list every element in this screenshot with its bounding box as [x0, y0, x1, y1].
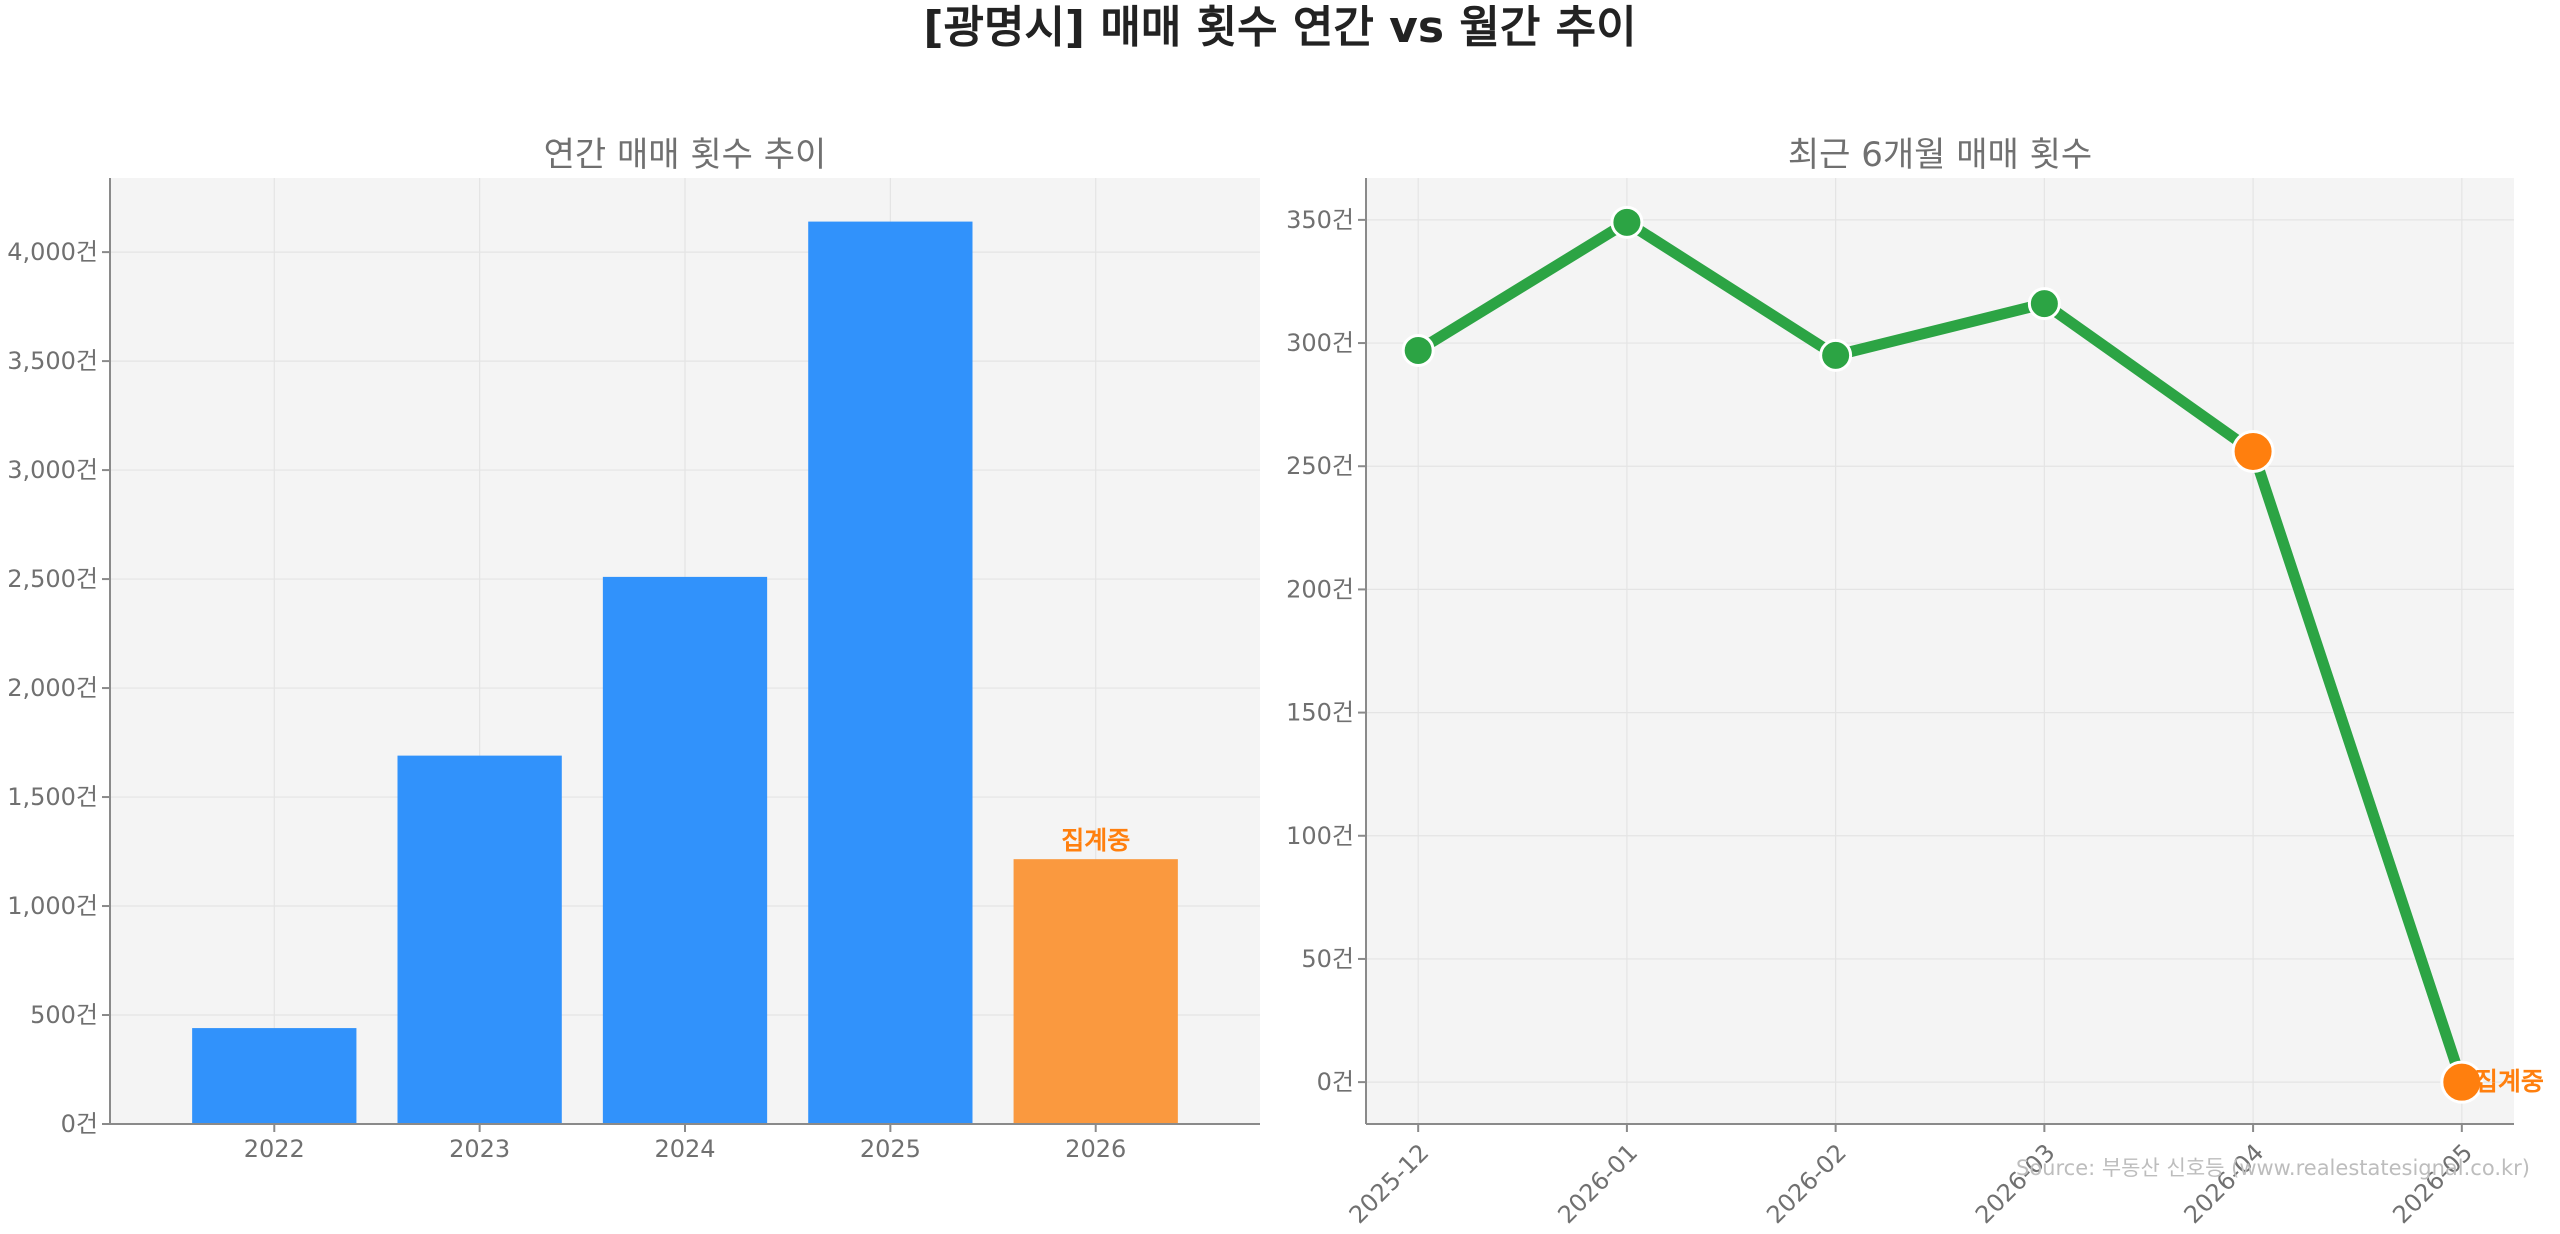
monthly-x-tick-label: 2026-05: [2387, 1138, 2478, 1229]
annual-x-tick-label: 2026: [1065, 1135, 1126, 1163]
monthly-line-panel: 0건 50건 100건 150건 200건 250건 300건 350건 2025-12 202…: [1286, 135, 2544, 1229]
monthly-point-2026-04: [2231, 429, 2275, 473]
monthly-x-tick-label: 2026-01: [1552, 1138, 1643, 1229]
monthly-point-2026-03: [2027, 287, 2061, 321]
annual-y-tick-label: 1,500건: [7, 783, 98, 811]
annual-y-tick-label: 0건: [61, 1110, 98, 1138]
annual-status-label: 집계중: [1061, 826, 1130, 855]
monthly-y-tick-label: 150건: [1286, 699, 1354, 727]
annual-bars: 집계중: [192, 221, 1178, 1124]
annual-y-tick-label: 4,000건: [7, 238, 98, 266]
monthly-grid: [1366, 178, 2514, 1124]
monthly-y-tick-label: 50건: [1301, 945, 1354, 973]
monthly-x-tick-label: 2026-04: [2179, 1138, 2270, 1229]
annual-y-tick-label: 2,500건: [7, 565, 98, 593]
annual-y-tick-label: 1,000건: [7, 892, 98, 920]
monthly-y-tick-label: 350건: [1286, 206, 1354, 234]
annual-y-ticks: 0건 500건 1,000건 1,500건 2,000건 2,500건 3,000건 3,50…: [7, 238, 110, 1138]
annual-bar-2023: [397, 755, 562, 1124]
annual-x-tick-label: 2022: [244, 1135, 305, 1163]
annual-x-tick-label: 2025: [860, 1135, 921, 1163]
monthly-y-tick-label: 100건: [1286, 822, 1354, 850]
monthly-x-tick-label: 2025-12: [1344, 1138, 1435, 1229]
monthly-y-ticks: 0건 50건 100건 150건 200건 250건 300건 350건: [1286, 206, 1366, 1096]
monthly-y-tick-label: 250건: [1286, 452, 1354, 480]
annual-bar-2024: [602, 576, 768, 1124]
monthly-y-tick-label: 200건: [1286, 575, 1354, 603]
annual-bar-2022: [192, 1028, 357, 1124]
annual-y-tick-label: 2,000건: [7, 674, 98, 702]
annual-chart-title: 연간 매매 횟수 추이: [544, 135, 827, 175]
annual-bar-panel: 0건 500건 1,000건 1,500건 2,000건 2,500건 3,000건 3,50…: [7, 135, 1260, 1163]
monthly-y-tick-label: 300건: [1286, 329, 1354, 357]
annual-bar-2026: [1013, 859, 1178, 1124]
monthly-line-series: 집계중: [1401, 205, 2544, 1104]
annual-y-tick-label: 3,500건: [7, 347, 98, 375]
monthly-chart-title: 최근 6개월 매매 횟수: [1788, 135, 2092, 175]
annual-bar-2025: [808, 221, 973, 1124]
annual-x-ticks: 2022 2023 2024 2025 2026: [244, 1124, 1126, 1163]
annual-y-tick-label: 3,000건: [7, 456, 98, 484]
source-credit: Source: 부동산 신호등 (www.realestatesignal.co…: [2016, 1156, 2530, 1180]
monthly-status-label: 집계중: [2475, 1067, 2544, 1096]
monthly-x-tick-label: 2026-02: [1761, 1138, 1852, 1229]
monthly-point-2026-05: [2440, 1060, 2484, 1104]
monthly-point-2026-01: [1610, 205, 1644, 239]
figure-title: [광명시] 매매 횟수 연간 vs 월간 추이: [923, 2, 1636, 53]
monthly-x-tick-label: 2026-03: [1970, 1138, 2061, 1229]
monthly-plot-area: [1366, 178, 2514, 1124]
monthly-point-2026-02: [1819, 338, 1853, 372]
monthly-point-2025-12: [1401, 333, 1435, 367]
monthly-y-tick-label: 0건: [1317, 1068, 1354, 1096]
annual-x-tick-label: 2024: [654, 1135, 715, 1163]
monthly-line: [1412, 216, 2468, 1088]
annual-y-tick-label: 500건: [30, 1001, 98, 1029]
annual-x-tick-label: 2023: [449, 1135, 510, 1163]
